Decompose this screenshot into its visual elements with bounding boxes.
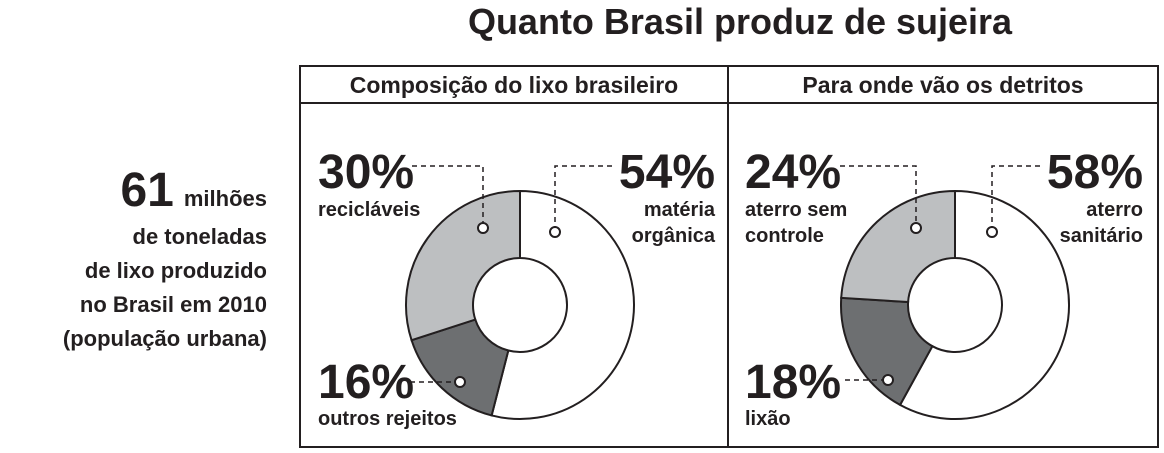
- page-title: Quanto Brasil produz de sujeira: [468, 1, 1013, 42]
- value-label: 18%: [745, 356, 841, 409]
- donut-slice: [898, 189, 1070, 420]
- value-label: 24%: [745, 146, 841, 199]
- headline: 61 milhões: [120, 164, 267, 217]
- leader-line: [554, 165, 612, 232]
- leader-line: [991, 165, 1040, 232]
- headline-number: 61: [120, 164, 173, 217]
- leader-line: [412, 165, 484, 228]
- donut-slice: [840, 296, 934, 407]
- value-label: 54%: [619, 146, 715, 199]
- headline-line: de toneladas: [133, 224, 267, 249]
- value-label: 16%: [318, 356, 414, 409]
- panel-title: Para onde vão os detritos: [802, 72, 1083, 98]
- leader-line: [840, 165, 917, 228]
- panel-title: Composição do lixo brasileiro: [350, 72, 678, 98]
- leader-dot: [477, 222, 489, 234]
- category-label: matéria orgânica: [632, 199, 716, 247]
- headline-line: de lixo produzido: [85, 258, 267, 283]
- leader-dot: [454, 376, 466, 388]
- category-label: outros rejeitos: [318, 408, 457, 430]
- leader-dot: [986, 226, 998, 238]
- category-label: recicláveis: [318, 199, 420, 221]
- leader-dot: [549, 226, 561, 238]
- headline-line: no Brasil em 2010: [80, 292, 267, 317]
- leader-dot: [882, 374, 894, 386]
- donut-slice: [405, 189, 521, 342]
- category-label: aterro sem controle: [745, 199, 847, 247]
- headline-unit: milhões: [184, 186, 267, 211]
- donut-slice: [490, 189, 635, 420]
- donut-slice: [840, 189, 956, 304]
- category-label: aterro sanitário: [1060, 199, 1143, 247]
- leader-dot: [910, 222, 922, 234]
- headline-line: (população urbana): [63, 326, 267, 351]
- value-label: 58%: [1047, 146, 1143, 199]
- category-label: lixão: [745, 408, 791, 430]
- value-label: 30%: [318, 146, 414, 199]
